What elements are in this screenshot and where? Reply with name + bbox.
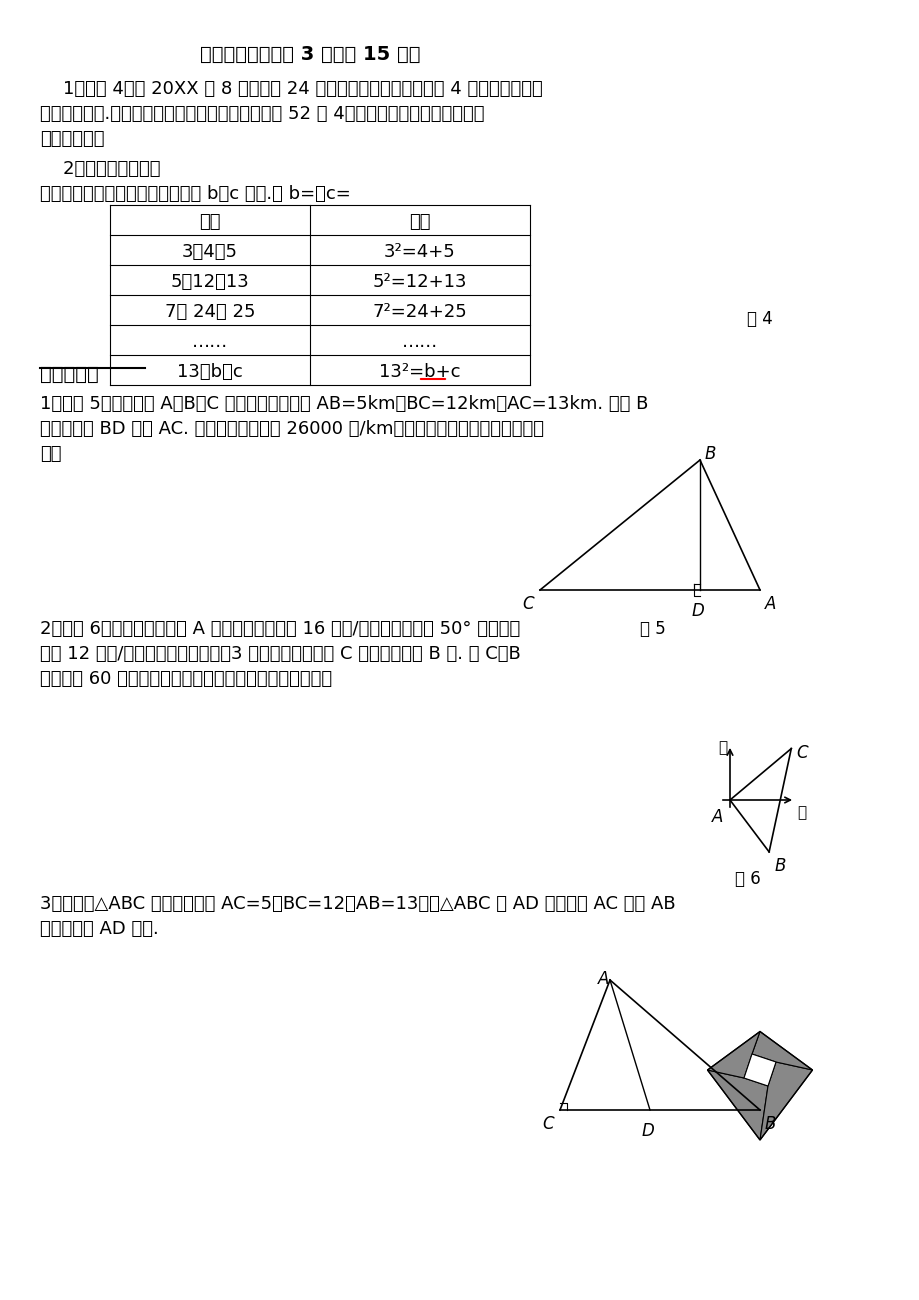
Polygon shape: [759, 1062, 811, 1140]
Polygon shape: [743, 1054, 775, 1086]
Text: 角形拼合而成.如果图中大、小正方形的面积分别为 52 和 4，那么一个直角三角形的两直: 角形拼合而成.如果图中大、小正方形的面积分别为 52 和 4，那么一个直角三角形…: [40, 105, 484, 124]
Text: ……: ……: [402, 333, 437, 351]
Text: 图 4: 图 4: [746, 309, 772, 328]
Text: D: D: [641, 1122, 654, 1140]
Text: ……: ……: [192, 333, 228, 351]
Text: D: D: [691, 602, 704, 620]
Text: 1．如图 4，是 20XX 年 8 月北京第 24 届国际数学家大会会标，由 4 个全等的直角三: 1．如图 4，是 20XX 年 8 月北京第 24 届国际数学家大会会标，由 4…: [40, 81, 542, 98]
Text: 7、 24、 25: 7、 24、 25: [165, 303, 255, 321]
Text: 列举: 列举: [199, 213, 221, 231]
Text: 角边的和等于: 角边的和等于: [40, 130, 105, 148]
Polygon shape: [707, 1031, 759, 1078]
Text: 船以 12 海里/时向南偏东方向航行，3 小时后，甲船到达 C 岛，乙船到达 B 岛. 若 C、B: 船以 12 海里/时向南偏东方向航行，3 小时后，甲船到达 C 岛，乙船到达 B…: [40, 645, 520, 663]
Polygon shape: [707, 1070, 767, 1140]
Text: B: B: [704, 445, 716, 463]
Text: 3、4、5: 3、4、5: [182, 243, 238, 261]
Text: 7²=24+25: 7²=24+25: [372, 303, 467, 321]
Text: A: A: [765, 595, 776, 614]
Text: 请你结合该表格及相关知识，求出 b、c 的值.即 b=，c=: 请你结合该表格及相关知识，求出 b、c 的值.即 b=，c=: [40, 185, 350, 203]
Text: 1．如图 5，三个村庄 A、B、C 之间的距离分别为 AB=5km，BC=12km，AC=13km. 要从 B: 1．如图 5，三个村庄 A、B、C 之间的距离分别为 AB=5km，BC=12k…: [40, 395, 648, 413]
Text: 三、解答题: 三、解答题: [40, 365, 98, 383]
Text: 上，求折痕 AD 的长.: 上，求折痕 AD 的长.: [40, 920, 159, 939]
Text: B: B: [765, 1115, 776, 1134]
Text: B: B: [773, 857, 785, 875]
Text: 北: 北: [717, 740, 726, 755]
Text: 两岛相距 60 海里，问乙船出发后的航向是南偏东多少度？: 两岛相距 60 海里，问乙船出发后的航向是南偏东多少度？: [40, 670, 332, 688]
Polygon shape: [751, 1031, 811, 1070]
Text: 少？: 少？: [40, 445, 62, 463]
Text: C: C: [796, 744, 807, 762]
Text: 猜想: 猜想: [409, 213, 430, 231]
Text: C: C: [521, 595, 533, 614]
Text: 修一条公路 BD 直达 AC. 已知公路的造价为 26000 元/km，求修这条公路的最低造价是多: 修一条公路 BD 直达 AC. 已知公路的造价为 26000 元/km，求修这条…: [40, 420, 543, 438]
Text: 3．如图，△ABC 的三边分别为 AC=5，BC=12，AB=13，将△ABC 沿 AD 折叠，使 AC 落在 AB: 3．如图，△ABC 的三边分别为 AC=5，BC=12，AB=13，将△ABC …: [40, 894, 675, 913]
Text: 3²=4+5: 3²=4+5: [384, 243, 456, 261]
Text: 5、12、13: 5、12、13: [170, 273, 249, 291]
Text: 2．如图 6，甲乙两船从港口 A 同时出发，甲船以 16 海里/时速度向北偏东 50° 航行，乙: 2．如图 6，甲乙两船从港口 A 同时出发，甲船以 16 海里/时速度向北偏东 …: [40, 620, 519, 638]
Text: C: C: [541, 1115, 553, 1134]
Text: 2．观察下列表格：: 2．观察下列表格：: [40, 160, 160, 178]
Text: 图 6: 图 6: [734, 870, 760, 888]
Text: 二、填空题（每题 3 分，共 15 分）: 二、填空题（每题 3 分，共 15 分）: [199, 46, 420, 64]
Text: 13²=b+c: 13²=b+c: [379, 363, 460, 381]
Text: 图 5: 图 5: [640, 620, 665, 638]
Text: 13、b、c: 13、b、c: [177, 363, 243, 381]
Text: 东: 东: [796, 805, 805, 820]
Text: A: A: [711, 809, 722, 826]
Text: 5²=12+13: 5²=12+13: [372, 273, 467, 291]
Text: A: A: [597, 970, 608, 988]
